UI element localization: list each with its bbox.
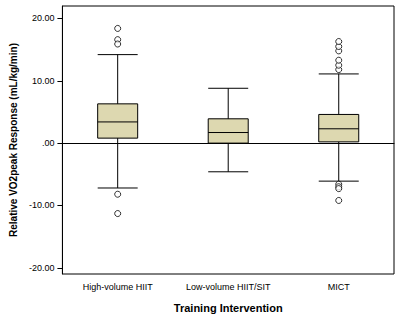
svg-text:-20.00: -20.00	[29, 263, 55, 273]
svg-text:10.00: 10.00	[32, 76, 55, 86]
svg-text:Low-volume HIIT/SIT: Low-volume HIIT/SIT	[186, 282, 271, 292]
svg-text:20.00: 20.00	[32, 13, 55, 23]
svg-text:MICT: MICT	[328, 282, 350, 292]
svg-text:Relative VO2peak Response (mL/: Relative VO2peak Response (mL/kg/min)	[8, 43, 19, 237]
svg-text:.00: .00	[42, 138, 55, 148]
svg-text:Training Intervention: Training Intervention	[174, 302, 283, 314]
svg-text:High-volume HIIT: High-volume HIIT	[83, 282, 154, 292]
svg-text:-10.00: -10.00	[29, 200, 55, 210]
